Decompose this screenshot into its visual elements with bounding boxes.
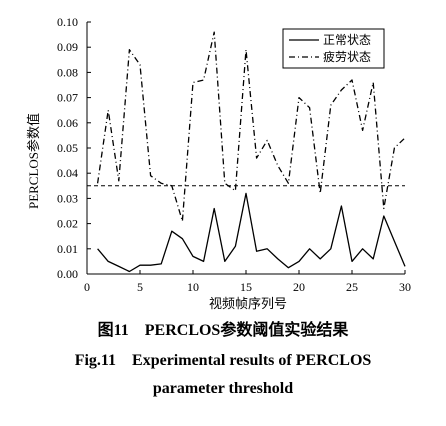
y-tick-label: 0.03	[57, 191, 78, 205]
x-tick-label: 25	[346, 280, 358, 294]
series-line-normal	[97, 192, 406, 273]
legend-label-normal: 正常状态	[323, 33, 371, 47]
caption-english-line2: parameter threshold	[152, 380, 294, 397]
x-tick-label: 15	[240, 280, 252, 294]
y-tick-label: 0.09	[57, 40, 78, 54]
x-axis-ticks: 0 5 10 15 20 25 30	[84, 270, 411, 294]
y-tick-label: 0.08	[57, 65, 78, 79]
y-tick-label: 0.05	[57, 141, 78, 155]
legend-box	[282, 28, 385, 69]
y-axis-label: PERCLOS参数值	[26, 113, 41, 209]
caption-chinese: 图11 PERCLOS参数阈值实验结果	[97, 322, 349, 339]
line-chart: 0.00 0.01 0.02 0.03 0.04 0.05 0.06 0.07 0.08 0.09…	[26, 15, 411, 311]
x-tick-label: 0	[84, 280, 90, 294]
y-tick-label: 0.04	[57, 166, 78, 180]
y-tick-label: 0.10	[57, 15, 78, 29]
y-tick-label: 0.01	[57, 242, 78, 256]
series-layer	[96, 31, 406, 273]
y-tick-label: 0.06	[57, 116, 78, 130]
x-tick-label: 5	[137, 280, 143, 294]
legend: 正常状态 疲劳状态	[282, 28, 385, 69]
caption-english-line1: Fig.11 Experimental results of PERCLOS	[74, 352, 372, 369]
y-tick-label: 0.00	[57, 267, 78, 281]
x-axis-label: 视频帧序列号	[209, 296, 287, 311]
legend-label-fatigue: 疲劳状态	[323, 49, 371, 64]
y-axis-ticks: 0.00 0.01 0.02 0.03 0.04 0.05 0.06 0.07 0.08 0.09…	[57, 15, 91, 281]
y-tick-label: 0.07	[57, 91, 78, 105]
y-tick-label: 0.02	[57, 217, 78, 231]
x-tick-label: 10	[187, 280, 199, 294]
x-tick-label: 20	[293, 280, 305, 294]
x-tick-label: 30	[399, 280, 411, 294]
